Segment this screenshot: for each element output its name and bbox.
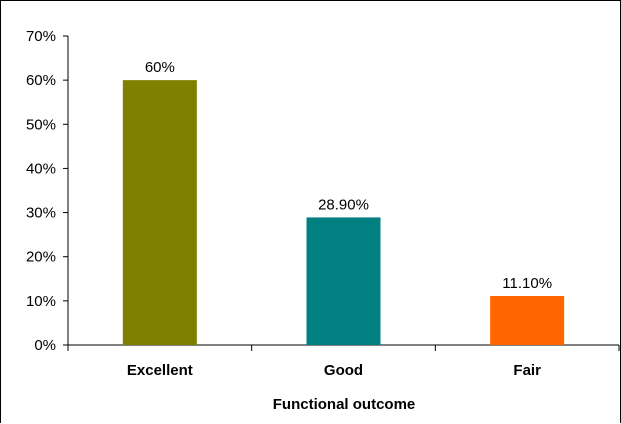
data-label: 60% (145, 59, 175, 76)
x-tick-label: Excellent (127, 362, 193, 379)
y-tick-label: 70% (26, 28, 56, 45)
data-label: 11.10% (502, 275, 552, 292)
bar-good (306, 217, 381, 345)
data-label: 28.90% (318, 196, 369, 213)
y-tick-label: 60% (26, 72, 56, 89)
y-tick-label: 20% (26, 249, 56, 266)
x-tick-label: Fair (513, 362, 541, 379)
bar-fair (490, 296, 565, 345)
y-tick-label: 30% (26, 205, 56, 222)
x-tick-label: Good (324, 362, 363, 379)
y-tick-label: 0% (34, 337, 56, 354)
y-tick-label: 50% (26, 116, 56, 133)
bar-excellent (122, 80, 197, 346)
y-tick-label: 40% (26, 160, 56, 177)
x-axis: Excellent Good Fair (67, 344, 620, 379)
x-axis-title: Functional outcome (273, 396, 416, 413)
data-labels: 60% 28.90% 11.10% (145, 59, 552, 292)
y-axis: 0% 10% 20% 30% 40% 50% 60% 70% (26, 28, 69, 354)
y-tick-label: 10% (26, 293, 56, 310)
bars (122, 80, 565, 346)
